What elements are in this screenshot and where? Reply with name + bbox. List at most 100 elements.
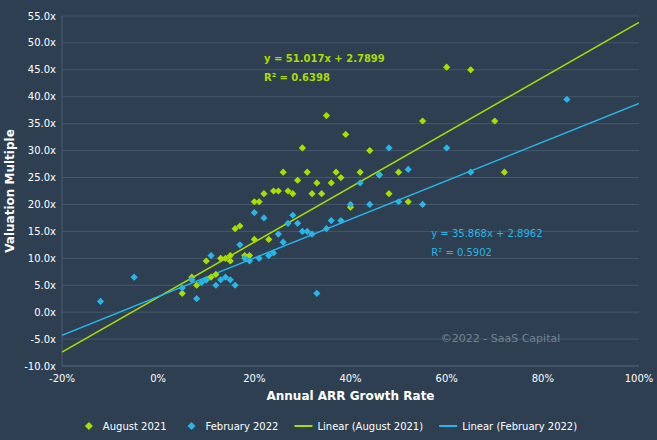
y-tick-label: -5.0x <box>31 334 57 345</box>
point <box>260 214 267 221</box>
point <box>270 249 277 256</box>
y-tick-label: 35.0x <box>28 118 56 129</box>
point <box>467 66 474 73</box>
point <box>313 290 320 297</box>
point <box>419 201 426 208</box>
watermark: ©2022 - SaaS Capital <box>441 332 560 345</box>
point <box>395 198 402 205</box>
trend-line <box>62 22 639 352</box>
point <box>203 276 210 283</box>
point <box>294 220 301 227</box>
legend-marker <box>187 422 195 430</box>
legend-item: August 2021 <box>85 421 167 432</box>
point <box>280 239 287 246</box>
point <box>131 274 138 281</box>
y-axis-line <box>62 16 63 366</box>
point <box>328 217 335 224</box>
point <box>366 201 373 208</box>
annotation: y = 35.868x + 2.8962 <box>431 228 542 239</box>
point <box>304 169 311 176</box>
point <box>203 257 210 264</box>
y-grid-line <box>62 258 639 259</box>
annotation: R² = 0.6398 <box>264 72 330 83</box>
y-tick-label: 20.0x <box>28 199 56 210</box>
x-tick-label: -20% <box>49 373 75 384</box>
background <box>0 0 657 440</box>
point <box>227 276 234 283</box>
point <box>236 241 243 248</box>
point <box>318 190 325 197</box>
point <box>179 284 186 291</box>
point <box>260 190 267 197</box>
legend-item: February 2022 <box>187 421 278 432</box>
point <box>357 179 364 186</box>
legend-marker <box>85 422 93 430</box>
y-tick-label: 30.0x <box>28 145 56 156</box>
point <box>294 177 301 184</box>
point <box>347 201 354 208</box>
point <box>563 96 570 103</box>
plot-area <box>62 22 639 352</box>
y-grid-line <box>62 123 639 124</box>
y-tick-label: 5.0x <box>34 280 56 291</box>
point <box>275 230 282 237</box>
x-axis-label: Annual ARR Growth Rate <box>266 389 434 403</box>
x-tick-label: 40% <box>339 373 361 384</box>
point <box>395 169 402 176</box>
point <box>256 255 263 262</box>
y-tick-label: 15.0x <box>28 226 56 237</box>
point <box>405 166 412 173</box>
x-tick-label: 80% <box>532 373 554 384</box>
point <box>443 144 450 151</box>
point <box>212 271 219 278</box>
x-tick-label: 20% <box>243 373 265 384</box>
point <box>212 282 219 289</box>
point <box>232 282 239 289</box>
point <box>366 147 373 154</box>
point <box>97 298 104 305</box>
point <box>308 230 315 237</box>
legend-label: August 2021 <box>103 421 167 432</box>
y-tick-label: 45.0x <box>28 64 56 75</box>
y-grid-line <box>62 42 639 43</box>
point <box>376 171 383 178</box>
y-tick-label: 50.0x <box>28 37 56 48</box>
point <box>289 190 296 197</box>
point <box>328 179 335 186</box>
point <box>227 252 234 259</box>
point <box>357 169 364 176</box>
y-tick-label: 40.0x <box>28 91 56 102</box>
point <box>467 169 474 176</box>
y-grid-line <box>62 69 639 70</box>
point <box>491 117 498 124</box>
y-grid-line <box>62 96 639 97</box>
point <box>323 225 330 232</box>
legend-item: Linear (February 2022) <box>439 421 577 432</box>
y-tick-label: 0.0x <box>34 307 56 318</box>
point <box>265 236 272 243</box>
point <box>376 171 383 178</box>
point <box>246 257 253 264</box>
point <box>207 252 214 259</box>
trend-line <box>62 103 639 335</box>
y-tick-label: 25.0x <box>28 172 56 183</box>
point <box>236 222 243 229</box>
point <box>251 236 258 243</box>
point <box>275 187 282 194</box>
point <box>299 144 306 151</box>
point <box>419 117 426 124</box>
point <box>323 112 330 119</box>
y-tick-label: 10.0x <box>28 253 56 264</box>
x-tick-label: 100% <box>625 373 654 384</box>
point <box>256 198 263 205</box>
point <box>284 220 291 227</box>
x-axis-line <box>62 366 639 367</box>
point <box>385 190 392 197</box>
y-grid-line <box>62 177 639 178</box>
point <box>251 209 258 216</box>
point <box>308 190 315 197</box>
chart: -10.0x-5.0x0.0x5.0x10.0x15.0x20.0x25.0x3… <box>0 0 657 440</box>
point <box>385 144 392 151</box>
x-tick-label: 0% <box>150 373 166 384</box>
legend-label: Linear (August 2021) <box>317 421 423 432</box>
